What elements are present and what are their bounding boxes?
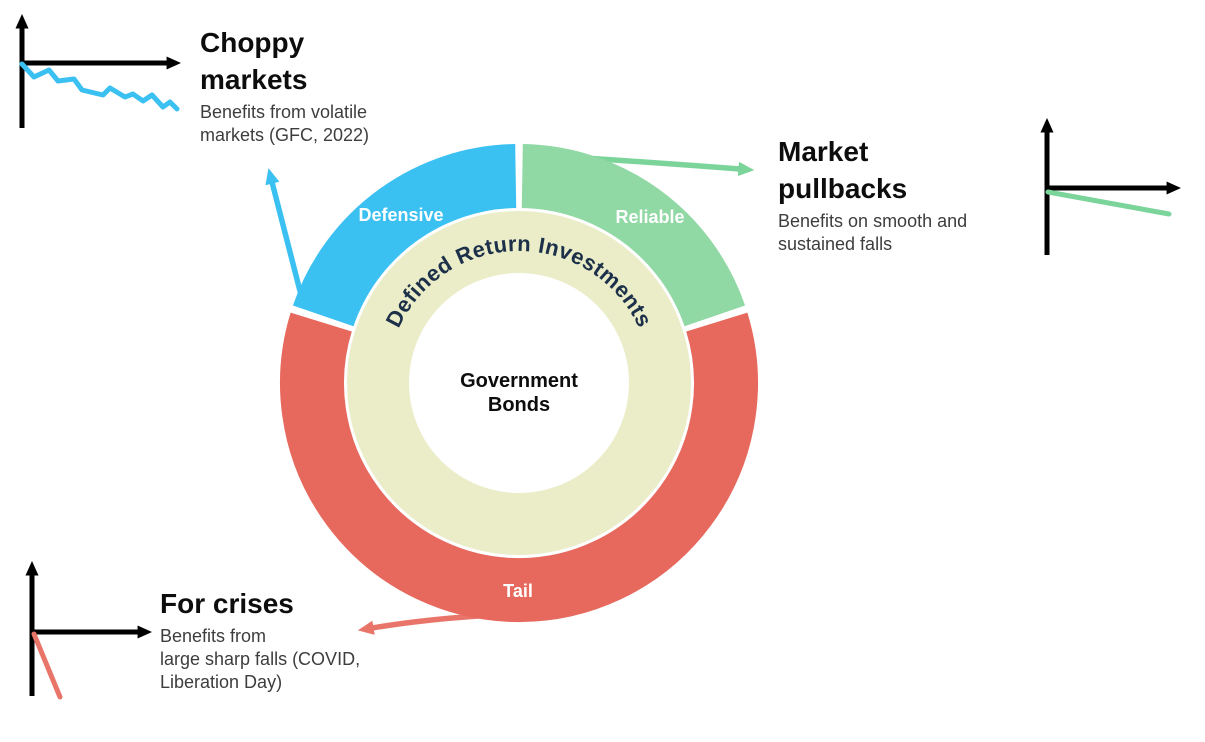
callout-crises-title: For crises	[160, 585, 360, 622]
callout-choppy-markets: Choppy markets Benefits from volatile ma…	[200, 24, 369, 147]
pullbacks-smooth-line	[1045, 189, 1172, 217]
callout-pullbacks-title: Market pullbacks	[778, 133, 967, 207]
callout-choppy-body-line2: markets (GFC, 2022)	[200, 125, 370, 145]
callout-crises-body: Benefits from large sharp falls (COVID, …	[160, 625, 360, 694]
segment-label-tail: Tail	[503, 581, 533, 601]
mini-chart-choppy	[15, 13, 182, 128]
callout-for-crises: For crises Benefits from large sharp fal…	[160, 585, 360, 694]
callout-pullbacks-body-line2: sustained falls	[778, 234, 893, 254]
callout-choppy-body: Benefits from volatile markets (GFC, 202…	[200, 101, 369, 147]
crises-sharp-line	[31, 631, 63, 700]
crises-connector-arrow	[357, 613, 481, 635]
callout-choppy-title: Choppy markets	[200, 24, 369, 98]
callout-crises-title-line1: For crises	[160, 588, 294, 619]
mini-chart-pullbacks	[1040, 117, 1182, 255]
callout-crises-body-line3: Liberation Day)	[160, 672, 283, 692]
inner-ring	[347, 211, 691, 555]
callout-pullbacks-body-line1: Benefits on smooth and	[778, 211, 968, 231]
callout-pullbacks-title-line2: pullbacks	[778, 173, 908, 204]
callout-choppy-title-line1: Choppy	[200, 27, 305, 58]
choppy-connector-arrow	[265, 168, 303, 294]
callout-pullbacks-title-line1: Market	[778, 136, 869, 167]
segment-label-reliable: Reliable	[615, 207, 684, 227]
donut-segment-tail	[280, 312, 758, 623]
donut-segment-reliable	[521, 144, 746, 327]
callout-crises-body-line1: Benefits from	[160, 626, 267, 646]
callout-choppy-title-line2: markets	[200, 64, 308, 95]
donut-segment-defensive	[292, 144, 517, 327]
choppy-volatile-line	[19, 61, 180, 112]
center-label-line1: Government	[460, 370, 578, 392]
callout-pullbacks-body: Benefits on smooth and sustained falls	[778, 210, 967, 256]
callout-market-pullbacks: Market pullbacks Benefits on smooth and …	[778, 133, 967, 256]
callout-crises-body-line2: large sharp falls (COVID,	[160, 649, 361, 669]
callout-choppy-body-line1: Benefits from volatile	[200, 102, 368, 122]
donut-chart: Defined Return Investments Defensive Rel…	[280, 144, 758, 623]
segment-label-defensive: Defensive	[358, 205, 443, 225]
mini-chart-crises	[25, 560, 153, 700]
center-label-line2: Bonds	[488, 394, 550, 416]
